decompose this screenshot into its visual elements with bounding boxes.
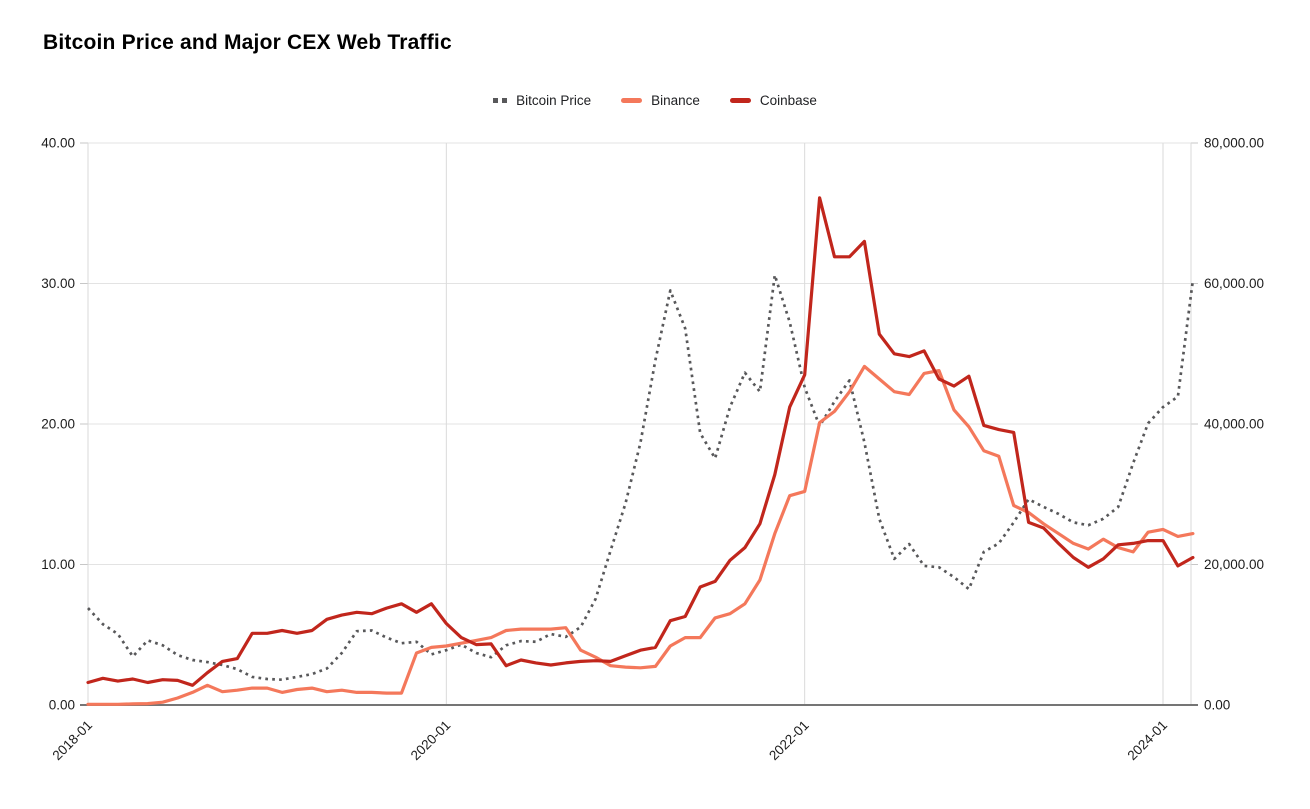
series-line-bitcoin-price: [87, 273, 1195, 682]
legend-item-bitcoin-price[interactable]: Bitcoin Price: [493, 93, 591, 108]
x-axis-tick-label: 2022-01: [766, 718, 812, 764]
page-title: Bitcoin Price and Major CEX Web Traffic: [43, 31, 452, 54]
left-axis-tick-label: 10.00: [41, 557, 75, 572]
legend-label-bitcoin-price: Bitcoin Price: [516, 93, 592, 108]
right-axis-tick-label: 20,000.00: [1204, 557, 1264, 572]
right-axis-tick-label: 60,000.00: [1204, 276, 1264, 291]
right-axis-tick-label: 80,000.00: [1204, 136, 1264, 151]
series-line-binance: [86, 364, 1195, 706]
chart-legend: Bitcoin Price Binance Coinbase: [0, 93, 1310, 108]
left-axis-tick-label: 40.00: [41, 136, 75, 151]
x-axis-tick-label: 2024-01: [1124, 718, 1170, 764]
legend-label-coinbase: Coinbase: [759, 93, 817, 108]
legend-item-coinbase[interactable]: Coinbase: [729, 93, 817, 108]
legend-label-binance: Binance: [651, 93, 700, 108]
left-axis-tick-label: 20.00: [41, 417, 75, 432]
series-line-coinbase: [86, 196, 1195, 687]
left-axis-tick-label: 0.00: [49, 698, 75, 713]
left-axis-tick-label: 30.00: [41, 276, 75, 291]
right-axis-tick-label: 40,000.00: [1204, 417, 1264, 432]
bitcoin-price-swatch-icon: [493, 98, 508, 103]
x-axis-tick-label: 2020-01: [408, 718, 454, 764]
legend-item-binance[interactable]: Binance: [621, 93, 700, 108]
x-axis-tick-label: 2018-01: [49, 718, 95, 764]
right-axis-tick-label: 0.00: [1204, 698, 1230, 713]
binance-swatch-icon: [621, 98, 643, 103]
coinbase-swatch-icon: [729, 98, 751, 103]
